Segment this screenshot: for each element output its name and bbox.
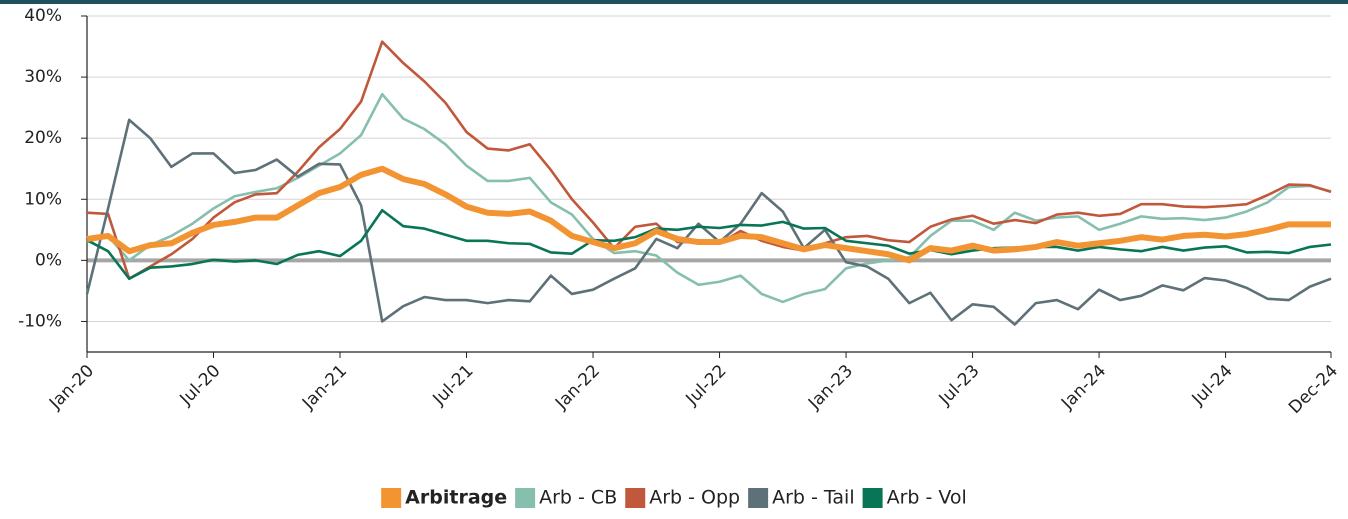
lines [85,40,1332,326]
legend-swatch [862,488,883,508]
legend-label: Arb - Vol [887,487,967,509]
y-tick-label: 0% [35,250,62,270]
labels: -10% 0% 10% 20% 30% 40% Jan-20 Jul-20 Jan-21 Jul-… [18,6,1342,418]
legend-swatch [515,488,536,508]
top-border [0,0,1348,4]
x-tick-label: Jan-24 [1057,361,1110,414]
x-tick-label: Dec-24 [1285,361,1342,418]
legend-label: Arb - Tail [772,487,854,509]
grid [81,15,1332,358]
x-tick-label: Jan-22 [551,361,604,414]
y-tick-label: 40% [24,6,62,26]
series-line [86,208,1332,280]
x-tick-label: Jan-20 [45,361,98,414]
legend-label: Arb - Opp [649,487,740,509]
series-line [86,92,1332,304]
x-tick-label: Jul-23 [935,361,984,410]
series-line [86,165,1331,264]
legend: Arbitrage Arb - CB Arb - Opp Arb - Tail Arb … [381,487,967,509]
x-tick-label: Jan-21 [298,361,351,414]
series-line [85,118,1332,326]
x-tick-label: Jul-22 [682,361,731,410]
y-tick-label: 20% [24,128,62,148]
y-tick-label: 30% [24,67,62,87]
y-tick-label: -10% [18,311,62,331]
x-tick-label: Jul-20 [176,361,225,410]
legend-swatch [381,488,402,508]
legend-label: Arb - CB [539,487,617,509]
legend-swatch [748,488,769,508]
legend-swatch [625,488,646,508]
y-tick-label: 10% [24,189,62,209]
x-tick-label: Jul-21 [429,361,478,410]
x-tick-label: Jan-23 [804,361,857,414]
legend-label: Arbitrage [405,487,507,509]
x-tick-label: Jul-24 [1188,361,1237,410]
